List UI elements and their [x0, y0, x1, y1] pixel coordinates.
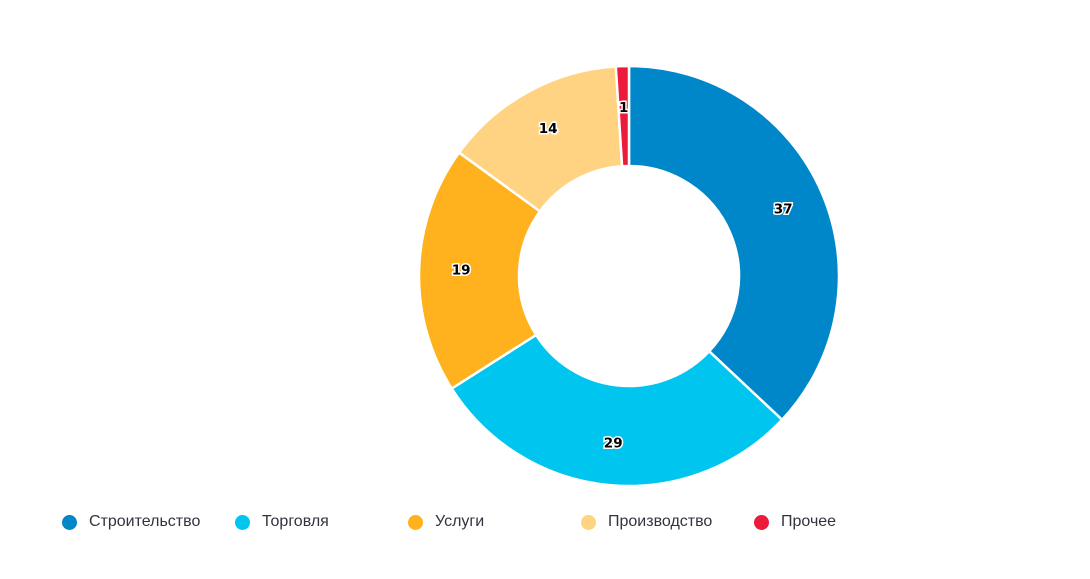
- pie-slice-2[interactable]: [417, 151, 542, 390]
- pie-slice-4[interactable]: [614, 64, 631, 168]
- pie-slice-1[interactable]: [450, 333, 784, 488]
- legend-dot-icon: [408, 514, 423, 530]
- legend-dot-icon: [754, 514, 769, 530]
- legend-dot-icon: [235, 514, 250, 530]
- pie-slice-0[interactable]: [627, 64, 841, 421]
- legend-dot-icon: [581, 514, 596, 530]
- legend-item-label: Прочее: [781, 513, 837, 530]
- legend-item-label: Производство: [608, 513, 713, 530]
- legend-item-label: Услуги: [435, 513, 485, 530]
- legend-item-3[interactable]: Производство: [581, 511, 754, 533]
- legend-item-label: Строительство: [89, 513, 201, 530]
- legend-item-4[interactable]: Прочее: [754, 511, 836, 533]
- legend-dot-icon: [62, 514, 77, 530]
- chart-legend: Строительство Торговля Услуги Производство П…: [62, 511, 836, 533]
- legend-item-label: Торговля: [262, 513, 329, 530]
- legend-item-0[interactable]: Строительство: [62, 511, 235, 533]
- legend-item-1[interactable]: Торговля: [235, 511, 408, 533]
- legend-item-2[interactable]: Услуги: [408, 511, 581, 533]
